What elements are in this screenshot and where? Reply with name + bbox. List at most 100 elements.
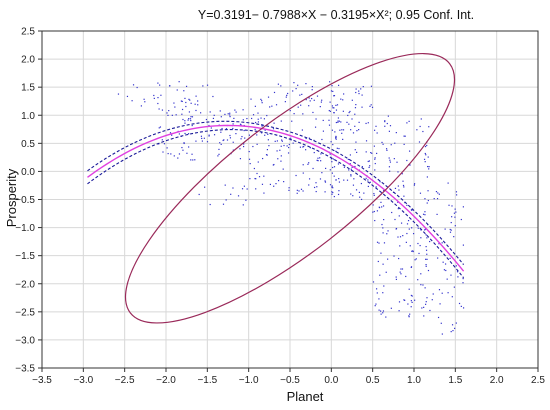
scatter-point [316, 159, 318, 161]
x-tick-label: −1.0 [239, 375, 259, 386]
scatter-point [235, 111, 237, 113]
scatter-point [188, 133, 190, 135]
y-tick-label: 0.5 [21, 139, 35, 150]
scatter-point [460, 218, 462, 221]
scatter-point [299, 94, 301, 96]
scatter-point [263, 192, 265, 194]
scatter-point [166, 112, 168, 114]
scatter-point [276, 140, 278, 142]
scatter-point [462, 277, 464, 280]
scatter-point [315, 182, 317, 184]
scatter-point [212, 95, 214, 98]
scatter-point [307, 163, 309, 165]
scatter-points [117, 81, 465, 335]
scatter-point [254, 177, 256, 180]
scatter-point [317, 157, 319, 159]
scatter-point [171, 114, 173, 116]
chart-title: Y=0.3191− 0.7988×X − 0.3195×X²; 0.95 Con… [198, 8, 474, 22]
scatter-point [391, 211, 393, 214]
scatter-point [435, 191, 438, 193]
scatter-point [254, 121, 257, 124]
x-tick-label: 1.5 [448, 375, 462, 386]
x-axis-label: Planet [287, 389, 324, 404]
scatter-point [332, 187, 334, 189]
scatter-point [243, 143, 245, 145]
scatter-point [250, 98, 252, 100]
scatter-point [248, 134, 251, 136]
x-tick-label: −0.5 [280, 375, 300, 386]
scatter-point [300, 104, 302, 106]
scatter-point [396, 161, 398, 163]
scatter-point [383, 285, 385, 287]
scatter-point [217, 155, 219, 157]
scatter-point [335, 109, 338, 111]
scatter-point [322, 130, 324, 132]
scatter-point [219, 142, 221, 144]
scatter-point [453, 212, 456, 214]
scatter-point [166, 147, 168, 149]
scatter-point [208, 135, 210, 137]
scatter-point [386, 233, 388, 235]
scatter-point [295, 174, 297, 177]
scatter-point [382, 205, 385, 207]
scatter-point [380, 252, 382, 254]
scatter-point [441, 292, 443, 294]
scatter-point [153, 97, 155, 99]
x-tick-label: 0.0 [324, 375, 338, 386]
scatter-point [161, 109, 164, 111]
scatter-point [407, 303, 409, 305]
scatter-point [190, 102, 192, 104]
scatter-point [406, 159, 408, 162]
scatter-point [317, 160, 319, 162]
scatter-point [453, 286, 455, 288]
scatter-point [451, 296, 453, 298]
scatter-point [426, 144, 428, 147]
scatter-point [330, 90, 333, 92]
scatter-point [412, 250, 414, 253]
scatter-point [117, 93, 120, 95]
scatter-point [302, 113, 304, 115]
scatter-point [337, 120, 339, 122]
scatter-point [194, 159, 196, 161]
y-tick-label: 2.5 [21, 27, 35, 38]
scatter-point [426, 202, 428, 204]
scatter-point [300, 188, 303, 190]
scatter-point [386, 149, 388, 151]
scatter-point [437, 192, 439, 194]
scatter-point [334, 137, 337, 139]
scatter-point [370, 85, 373, 87]
scatter-point [329, 110, 331, 112]
scatter-point [288, 146, 290, 149]
scatter-point [341, 132, 343, 134]
scatter-point [437, 316, 440, 319]
scatter-point [332, 158, 334, 160]
scatter-point [369, 165, 371, 167]
x-tick-label: −2.5 [115, 375, 135, 386]
scatter-point [190, 116, 192, 118]
scatter-point [372, 281, 375, 283]
scatter-point [457, 276, 459, 278]
scatter-point [426, 176, 428, 178]
scatter-point [382, 310, 385, 312]
scatter-point [220, 131, 222, 133]
scatter-point [303, 145, 305, 148]
scatter-point [287, 92, 289, 95]
scatter-point [378, 242, 380, 244]
scatter-point [201, 137, 203, 140]
scatter-point [361, 106, 363, 108]
scatter-point [292, 142, 294, 144]
scatter-point [338, 190, 340, 192]
y-tick-label: −1.5 [15, 251, 35, 262]
scatter-point [337, 193, 340, 196]
scatter-point [232, 149, 234, 151]
scatter-point [382, 227, 384, 229]
scatter-point [444, 228, 446, 230]
scatter-point [408, 120, 410, 122]
scatter-point [181, 113, 183, 115]
scatter-point [375, 186, 377, 188]
scatter-point [235, 133, 237, 135]
scatter-point [190, 159, 192, 161]
scatter-point [448, 204, 450, 206]
scatter-point [308, 184, 310, 186]
scatter-point [305, 83, 307, 85]
